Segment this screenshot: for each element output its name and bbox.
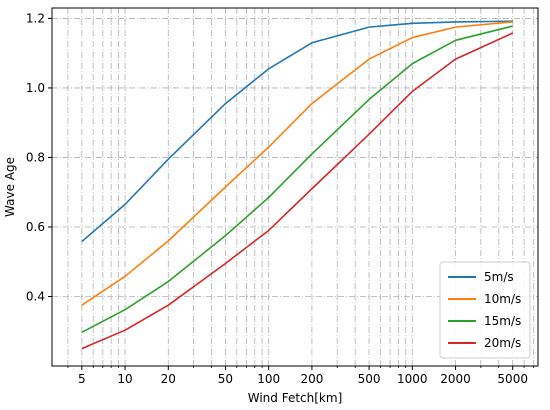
x-tick-label: 50 xyxy=(218,372,233,386)
series-line-15m/s xyxy=(81,25,513,333)
x-tick-label: 500 xyxy=(358,372,381,386)
legend-label: 5m/s xyxy=(484,270,514,284)
series-line-10m/s xyxy=(81,21,513,306)
legend-box xyxy=(439,261,531,359)
x-axis-label: Wind Fetch[km] xyxy=(248,391,343,405)
legend-label: 15m/s xyxy=(484,314,521,328)
x-tick-label: 200 xyxy=(300,372,323,386)
legend: 5m/s 10m/s 15m/s 20m/s xyxy=(439,261,531,359)
x-tick-label: 10 xyxy=(117,372,132,386)
y-tick-label: 1.2 xyxy=(26,11,45,25)
y-tick-label: 0.4 xyxy=(26,289,45,303)
legend-label: 20m/s xyxy=(484,336,521,350)
x-tick-label: 100 xyxy=(257,372,280,386)
x-axis: 5 10 20 50 100 200 500 1000 2000 5000 xyxy=(67,366,535,386)
y-tick-label: 0.6 xyxy=(26,220,45,234)
x-tick-label: 20 xyxy=(161,372,176,386)
series-line-5m/s xyxy=(81,20,513,243)
x-tick-label: 5000 xyxy=(497,372,528,386)
legend-label: 10m/s xyxy=(484,292,521,306)
y-tick-label: 1.0 xyxy=(26,81,45,95)
y-axis-label: Wave Age xyxy=(3,157,17,217)
series-lines xyxy=(81,20,514,350)
y-axis: 0.4 0.6 0.8 1.0 1.2 xyxy=(26,11,52,303)
x-tick-label: 2000 xyxy=(440,372,471,386)
series-line-20m/s xyxy=(81,32,514,350)
plot-frame xyxy=(51,7,539,367)
x-tick-label: 5 xyxy=(78,372,86,386)
y-tick-label: 0.8 xyxy=(26,150,45,164)
x-tick-label: 1000 xyxy=(397,372,428,386)
